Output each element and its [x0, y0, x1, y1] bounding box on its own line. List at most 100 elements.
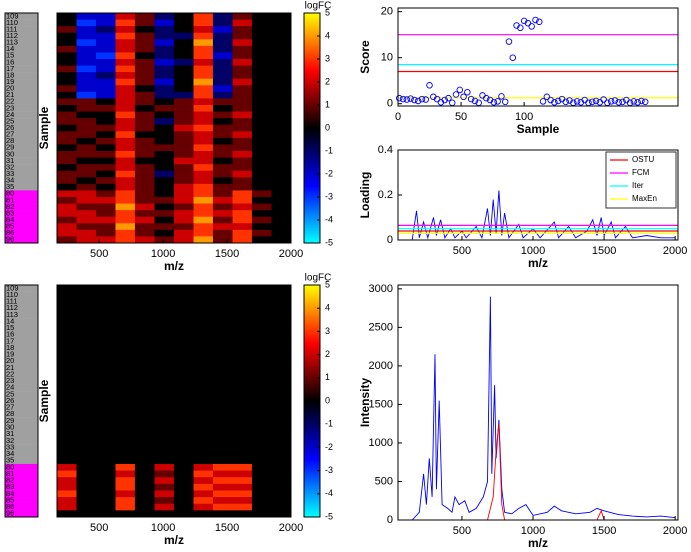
heatmap-cell: [251, 357, 272, 365]
heatmap-cell: [76, 170, 97, 178]
heatmap-cell: [134, 85, 155, 93]
heatmap-cell: [56, 510, 77, 518]
heatmap-cell: [134, 364, 155, 372]
heatmap-cell: [251, 197, 272, 204]
heatmap-cell: [251, 351, 272, 359]
heatmap-cell: [193, 351, 214, 359]
heatmap-cell: [56, 430, 77, 438]
heatmap-cell: [251, 72, 272, 80]
heatmap-cell: [271, 377, 291, 385]
heatmap-cell: [251, 477, 272, 485]
heatmap-cell: [251, 304, 272, 312]
heatmap-cell: [232, 39, 253, 47]
heatmap-cell: [134, 183, 155, 191]
heatmap-cell: [95, 216, 116, 224]
y-axis-label: Loading: [358, 172, 372, 219]
heatmap-cell: [134, 78, 155, 86]
heatmap-cell: [212, 216, 233, 224]
heatmap-cell: [115, 223, 136, 231]
heatmap-cell: [232, 137, 253, 145]
heatmap-cell: [251, 318, 272, 326]
heatmap-cell: [56, 318, 77, 326]
heatmap-cell: [251, 497, 272, 505]
heatmap-cell: [251, 78, 272, 86]
point: [501, 98, 509, 106]
heatmap-cell: [193, 32, 214, 40]
heatmap-cell: [115, 59, 136, 66]
heatmap-cell: [76, 223, 97, 231]
group-swatch: [5, 430, 38, 438]
group-swatch: [5, 26, 38, 34]
heatmap-cell: [154, 157, 175, 165]
heatmap-cell: [76, 216, 97, 224]
heatmap-cell: [115, 298, 136, 306]
heatmap-cell: [212, 78, 233, 86]
heatmap-cell: [173, 164, 194, 172]
heatmap-cell: [56, 203, 77, 211]
heatmap-cell: [56, 490, 77, 498]
heatmap-cell: [212, 391, 233, 398]
group-swatch: [5, 197, 38, 204]
x-tick-label: 1500: [215, 248, 239, 260]
heatmap-cell: [212, 331, 233, 339]
heatmap-cell: [95, 410, 116, 418]
heatmap-cell: [134, 164, 155, 172]
heatmap-cell: [212, 65, 233, 73]
heatmap-cell: [173, 430, 194, 438]
heatmap-cell: [134, 111, 155, 119]
heatmap-cell: [251, 311, 272, 319]
point: [615, 99, 622, 106]
row-label: 21: [6, 363, 14, 372]
heatmap-cell: [193, 410, 214, 418]
heatmap-cell: [173, 124, 194, 132]
point: [418, 95, 426, 103]
heatmap-cell: [76, 477, 97, 485]
heatmap-cell: [251, 151, 272, 158]
row-label: 80: [6, 462, 14, 471]
heatmap-cell: [134, 497, 155, 505]
spectrum-line: [411, 296, 676, 521]
heatmap-cell: [232, 371, 253, 379]
heatmap-cell: [154, 483, 175, 491]
heatmap-cell: [154, 118, 175, 126]
heatmap-cell: [76, 397, 97, 405]
row-label: 16: [6, 330, 14, 339]
heatmap-cell: [232, 26, 253, 34]
row-label: 15: [6, 51, 14, 60]
heatmap-cell: [154, 164, 175, 172]
heatmap-cell: [193, 203, 214, 211]
heatmap-cell: [154, 377, 175, 385]
heatmap-cell: [232, 216, 253, 224]
heatmap-cell: [271, 236, 291, 244]
group-swatch: [5, 497, 38, 505]
group-swatch: [5, 210, 38, 218]
heatmap-cell: [95, 98, 116, 106]
point: [528, 23, 535, 30]
x-axis-label: Sample: [517, 122, 560, 136]
heatmap-cell: [173, 65, 194, 73]
heatmap-cell: [134, 291, 155, 299]
heatmap-cell: [154, 170, 175, 178]
group-swatch: [5, 52, 38, 60]
heatmap-cell: [134, 490, 155, 498]
heatmap-cell: [232, 85, 253, 93]
heatmap-cell: [134, 430, 155, 438]
heatmap-cell: [134, 177, 155, 185]
heatmap-cell: [212, 351, 233, 359]
heatmap-cell: [212, 137, 233, 145]
row-label: 109: [6, 283, 19, 292]
heatmap-cell: [251, 450, 272, 458]
heatmap-cell: [56, 311, 77, 319]
heatmap-cell: [95, 177, 116, 185]
point: [619, 98, 626, 106]
heatmap-cell: [95, 78, 116, 86]
heatmap-cell: [212, 144, 233, 152]
heatmap-cell: [134, 236, 155, 244]
point: [414, 97, 422, 105]
row-label: 34: [6, 449, 14, 458]
row-label: 22: [6, 369, 14, 378]
heatmap-cell: [56, 59, 77, 66]
heatmap-cell: [76, 151, 97, 158]
heatmap-cell: [115, 490, 136, 498]
heatmap-cell: [232, 91, 253, 99]
